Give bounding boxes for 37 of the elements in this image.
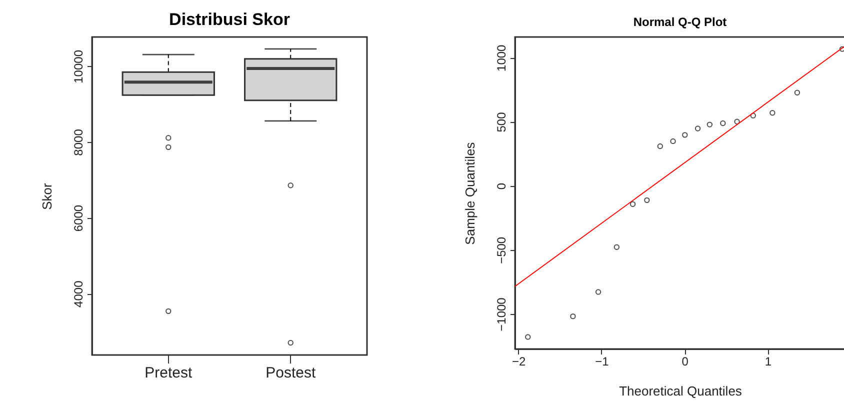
point <box>720 120 726 126</box>
y-tick-label: 1000 <box>494 44 508 72</box>
x-tick-label: Postest <box>266 364 316 382</box>
chart-title: Normal Q-Q Plot <box>633 15 727 29</box>
point <box>734 118 740 124</box>
point <box>706 122 713 128</box>
x-tick-label: 1 <box>764 354 772 368</box>
point <box>570 313 576 320</box>
y-tick-label: 500 <box>494 112 508 132</box>
y-axis-title: Sample Quantiles <box>462 142 478 245</box>
y-tick-label: 6000 <box>72 204 86 232</box>
point <box>770 110 776 116</box>
x-tick-label: −2 <box>512 354 526 368</box>
y-tick-label: 0 <box>494 182 508 190</box>
point <box>839 46 844 52</box>
x-tick-label: −1 <box>595 354 610 368</box>
y-tick-label: 10000 <box>72 50 86 84</box>
y-tick-label: 8000 <box>72 128 86 156</box>
point <box>630 201 636 207</box>
y-tick-label: −1000 <box>494 297 508 332</box>
point <box>794 90 800 96</box>
chart-title: Distribusi Skor <box>169 10 290 29</box>
point <box>682 132 688 138</box>
y-tick-label: 4000 <box>72 280 86 308</box>
point <box>694 126 701 132</box>
point <box>657 143 663 150</box>
y-axis-title: Skor <box>40 182 54 210</box>
point <box>670 138 676 144</box>
point <box>644 197 650 204</box>
point <box>525 334 531 340</box>
point <box>595 289 602 295</box>
point <box>614 244 620 250</box>
x-tick-label: Pretest <box>144 364 193 382</box>
y-tick-label: −500 <box>494 236 508 264</box>
x-axis-title: Theoretical Quantiles <box>619 384 742 398</box>
point <box>750 112 756 118</box>
x-tick-label: 0 <box>682 354 689 368</box>
